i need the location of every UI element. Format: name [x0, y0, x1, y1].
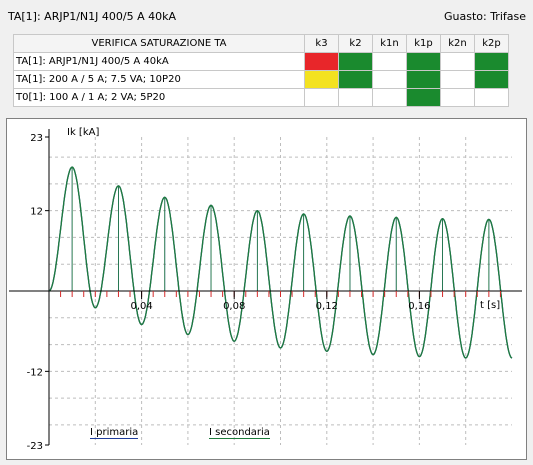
table-header-row: VERIFICA SATURAZIONE TA k3 k2 k1n k1p k2…	[13, 34, 509, 53]
legend-secondary: I secondaria	[209, 427, 270, 439]
table-header-k1p: k1p	[406, 34, 441, 53]
table-header-k2n: k2n	[440, 34, 475, 53]
x-tick-label: 0,12	[316, 301, 338, 312]
status-cell	[474, 70, 509, 89]
y-tick-label: 12	[30, 207, 43, 218]
table-header-k3: k3	[304, 34, 339, 53]
table-row[interactable]: TA[1]: ARJP1/N1J 400/5 A 40kA	[13, 52, 509, 71]
legend-primary: I primaria	[90, 427, 139, 439]
ct-title: TA[1]: ARJP1/N1J 400/5 A 40kA	[8, 10, 177, 23]
status-cell	[304, 88, 339, 107]
status-cell	[474, 88, 509, 107]
status-cell	[372, 52, 407, 71]
fault-type: Guasto: Trifase	[443, 10, 526, 23]
table-row[interactable]: TA[1]: 200 A / 5 A; 7.5 VA; 10P20	[13, 70, 509, 89]
row-label: TA[1]: 200 A / 5 A; 7.5 VA; 10P20	[13, 70, 305, 89]
status-cell	[406, 70, 441, 89]
x-tick-label: 0,16	[408, 301, 430, 312]
header: TA[1]: ARJP1/N1J 400/5 A 40kA Guasto: Tr…	[8, 10, 526, 26]
status-cell	[406, 52, 441, 71]
status-cell	[474, 52, 509, 71]
table-header-k2p: k2p	[474, 34, 509, 53]
x-axis-label: t [s]	[480, 300, 500, 311]
row-label: TA[1]: ARJP1/N1J 400/5 A 40kA	[13, 52, 305, 71]
row-label: T0[1]: 100 A / 1 A; 2 VA; 5P20	[13, 88, 305, 107]
table-row[interactable]: T0[1]: 100 A / 1 A; 2 VA; 5P20	[13, 88, 509, 107]
status-cell	[304, 70, 339, 89]
y-tick-label: -23	[27, 441, 43, 452]
saturation-table: VERIFICA SATURAZIONE TA k3 k2 k1n k1p k2…	[13, 34, 509, 107]
table-header-k2: k2	[338, 34, 373, 53]
status-cell	[406, 88, 441, 107]
table-header-title: VERIFICA SATURAZIONE TA	[13, 34, 305, 53]
status-cell	[440, 52, 475, 71]
status-cell	[338, 88, 373, 107]
y-tick-label: -12	[27, 367, 43, 378]
status-cell	[372, 70, 407, 89]
status-cell	[440, 88, 475, 107]
status-cell	[338, 70, 373, 89]
y-tick-label: 23	[30, 133, 43, 144]
chart-svg: 23 12 -12 -23 Ik [kA] 0,04 0,08 0,12 0,16 t [s]	[9, 127, 522, 452]
table-header-k1n: k1n	[372, 34, 407, 53]
x-tick-label: 0,04	[130, 301, 152, 312]
current-chart: 23 12 -12 -23 Ik [kA] 0,04 0,08 0,12 0,16 t [s] I…	[6, 118, 527, 460]
status-cell	[338, 52, 373, 71]
status-cell	[372, 88, 407, 107]
series-line-secondary	[48, 166, 513, 359]
y-axis-label: Ik [kA]	[67, 127, 99, 138]
status-cell	[304, 52, 339, 71]
status-cell	[440, 70, 475, 89]
x-tick-label: 0,08	[223, 301, 245, 312]
